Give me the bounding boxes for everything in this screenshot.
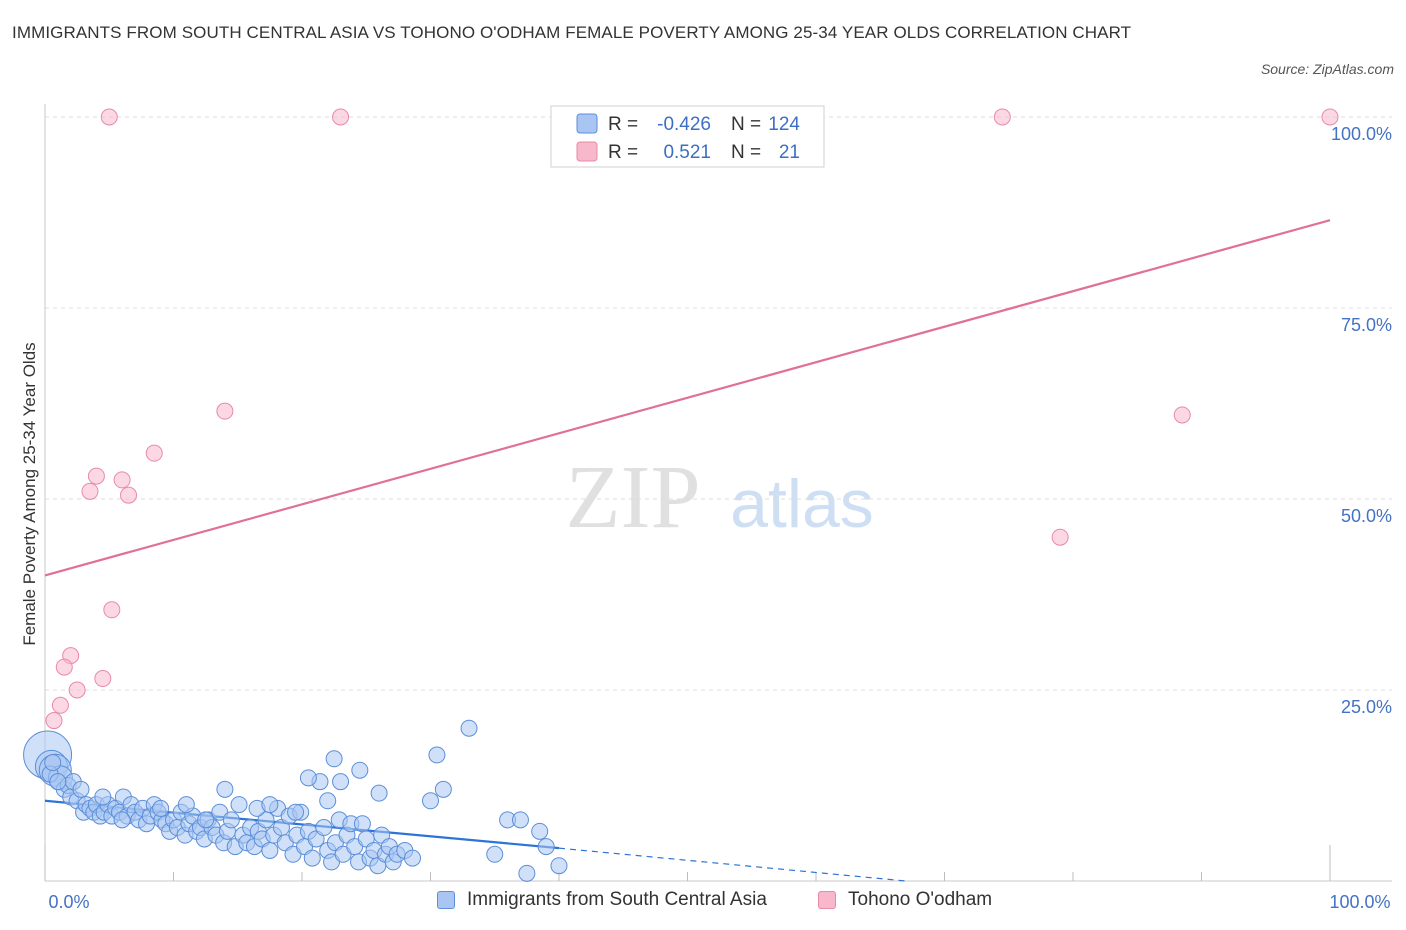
- immigrants-point-99: [332, 773, 350, 791]
- immigrants-point-102: [216, 780, 234, 798]
- legend-swatch-pink: [576, 141, 598, 162]
- immigrants-point-10: [49, 773, 67, 791]
- legend-n-label-1: N =: [731, 114, 761, 135]
- immigrants-point-115: [511, 811, 529, 829]
- legend-swatch-immigrants: [437, 891, 455, 909]
- watermark-zip: ZIP: [566, 448, 701, 547]
- immigrants-point-114: [486, 845, 504, 863]
- immigrants-point-73: [303, 849, 321, 867]
- y-tick-labels: 25.0% 50.0% 75.0% 100.0%: [1331, 124, 1392, 717]
- immigrants-point-123: [94, 788, 112, 806]
- legend-r-label-1: R =: [608, 114, 638, 135]
- immigrants-point-119: [550, 857, 568, 875]
- immigrants-point-106: [299, 769, 317, 787]
- legend-item-immigrants: Immigrants from South Central Asia: [437, 889, 767, 911]
- y-axis-label: Female Poverty Among 25-34 Year Olds: [20, 342, 39, 645]
- tohono-point-11: [1051, 528, 1069, 546]
- tohono-point-4: [216, 402, 234, 420]
- tohono-point-6: [145, 444, 163, 462]
- tohono-point-10: [120, 486, 138, 504]
- tohono-point-18: [45, 712, 63, 730]
- series-legend: Immigrants from South Central Asia Tohon…: [0, 889, 1406, 917]
- x-tick-label-min: 0.0%: [48, 892, 89, 912]
- x-tick-label-max: 100.0%: [1329, 892, 1390, 912]
- immigrants-point-112: [460, 719, 478, 737]
- tohono-trend-line: [44, 219, 1331, 577]
- legend-r-value-2: 0.521: [663, 142, 711, 163]
- immigrants-point-110: [428, 746, 446, 764]
- chart-title: IMMIGRANTS FROM SOUTH CENTRAL ASIA VS TO…: [12, 23, 1132, 42]
- tohono-point-3: [1321, 108, 1339, 126]
- legend-n-value-1: 124: [768, 114, 800, 135]
- legend-label-tohono: Tohono O'odham: [848, 889, 993, 910]
- immigrants-point-111: [434, 780, 452, 798]
- tohono-point-7: [87, 467, 105, 485]
- x-tick-labels: 0.0% 100.0%: [48, 892, 1390, 912]
- tohono-point-1: [332, 108, 350, 126]
- immigrants-point-107: [325, 750, 343, 768]
- immigrants-point-109: [422, 792, 439, 810]
- tohono-point-5: [1173, 406, 1191, 424]
- tohono-point-2: [993, 108, 1011, 126]
- correlation-legend: R = -0.426 N = 124 R = 0.521 N = 21: [550, 105, 825, 168]
- immigrants-point-52: [222, 811, 240, 829]
- source-label: Source: ZipAtlas.com: [1260, 61, 1394, 77]
- immigrants-point-104: [261, 796, 279, 814]
- legend-n-value-2: 21: [779, 142, 800, 163]
- y-tick-label-50: 50.0%: [1341, 506, 1392, 526]
- legend-r-value-1: -0.426: [657, 114, 711, 135]
- immigrants-point-108: [351, 761, 369, 779]
- legend-n-label-2: N =: [731, 142, 761, 163]
- tohono-point-0: [100, 108, 118, 126]
- legend-swatch-tohono: [818, 891, 836, 909]
- legend-swatch-blue: [576, 113, 598, 134]
- immigrants-point-121: [152, 799, 170, 817]
- immigrants-point-62: [261, 841, 279, 859]
- immigrants-point-9: [44, 754, 62, 772]
- tohono-point-17: [51, 696, 69, 714]
- immigrants-point-97: [404, 849, 422, 867]
- immigrants-point-54: [230, 796, 248, 814]
- watermark-atlas: atlas: [730, 466, 874, 542]
- legend-r-label-2: R =: [608, 142, 638, 163]
- trend-lines: [44, 219, 1331, 882]
- tohono-point-12: [103, 601, 121, 619]
- immigrants-trend-extension: [558, 847, 907, 882]
- y-tick-label-25: 25.0%: [1341, 697, 1392, 717]
- tohono-point-8: [113, 471, 131, 489]
- immigrants-point-120: [197, 811, 215, 829]
- y-tick-label-100: 100.0%: [1331, 124, 1392, 144]
- immigrants-point-101: [177, 796, 195, 814]
- immigrants-point-117: [531, 822, 549, 840]
- tohono-point-15: [94, 670, 112, 688]
- immigrants-point-105: [287, 803, 305, 821]
- immigrants-point-12: [72, 780, 90, 798]
- immigrants-point-118: [537, 838, 555, 856]
- tohono-point-9: [81, 482, 99, 500]
- gridlines: [45, 116, 1392, 691]
- immigrants-point-100: [370, 784, 388, 802]
- tohono-point-14: [55, 658, 73, 676]
- data-points: [23, 108, 1339, 882]
- immigrants-point-122: [113, 811, 131, 829]
- legend-label-immigrants: Immigrants from South Central Asia: [467, 889, 767, 910]
- y-tick-label-75: 75.0%: [1341, 315, 1392, 335]
- immigrants-point-116: [518, 864, 536, 882]
- immigrants-point-76: [315, 819, 333, 837]
- immigrants-point-86: [353, 815, 371, 833]
- immigrants-point-98: [319, 792, 337, 810]
- tohono-point-16: [68, 681, 86, 699]
- axes: [44, 104, 1392, 882]
- legend-item-tohono: Tohono O'odham: [818, 889, 992, 911]
